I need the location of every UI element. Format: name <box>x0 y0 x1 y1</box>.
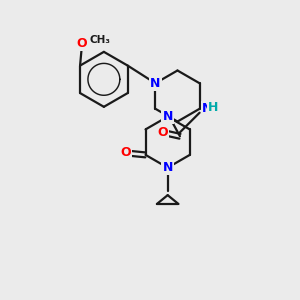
Text: N: N <box>150 77 161 90</box>
Text: CH₃: CH₃ <box>89 35 110 45</box>
Text: H: H <box>208 101 218 114</box>
Text: O: O <box>77 38 87 50</box>
Text: O: O <box>121 146 131 159</box>
Text: N: N <box>163 161 173 174</box>
Text: N: N <box>202 102 212 115</box>
Text: N: N <box>163 110 173 123</box>
Text: O: O <box>157 126 168 139</box>
